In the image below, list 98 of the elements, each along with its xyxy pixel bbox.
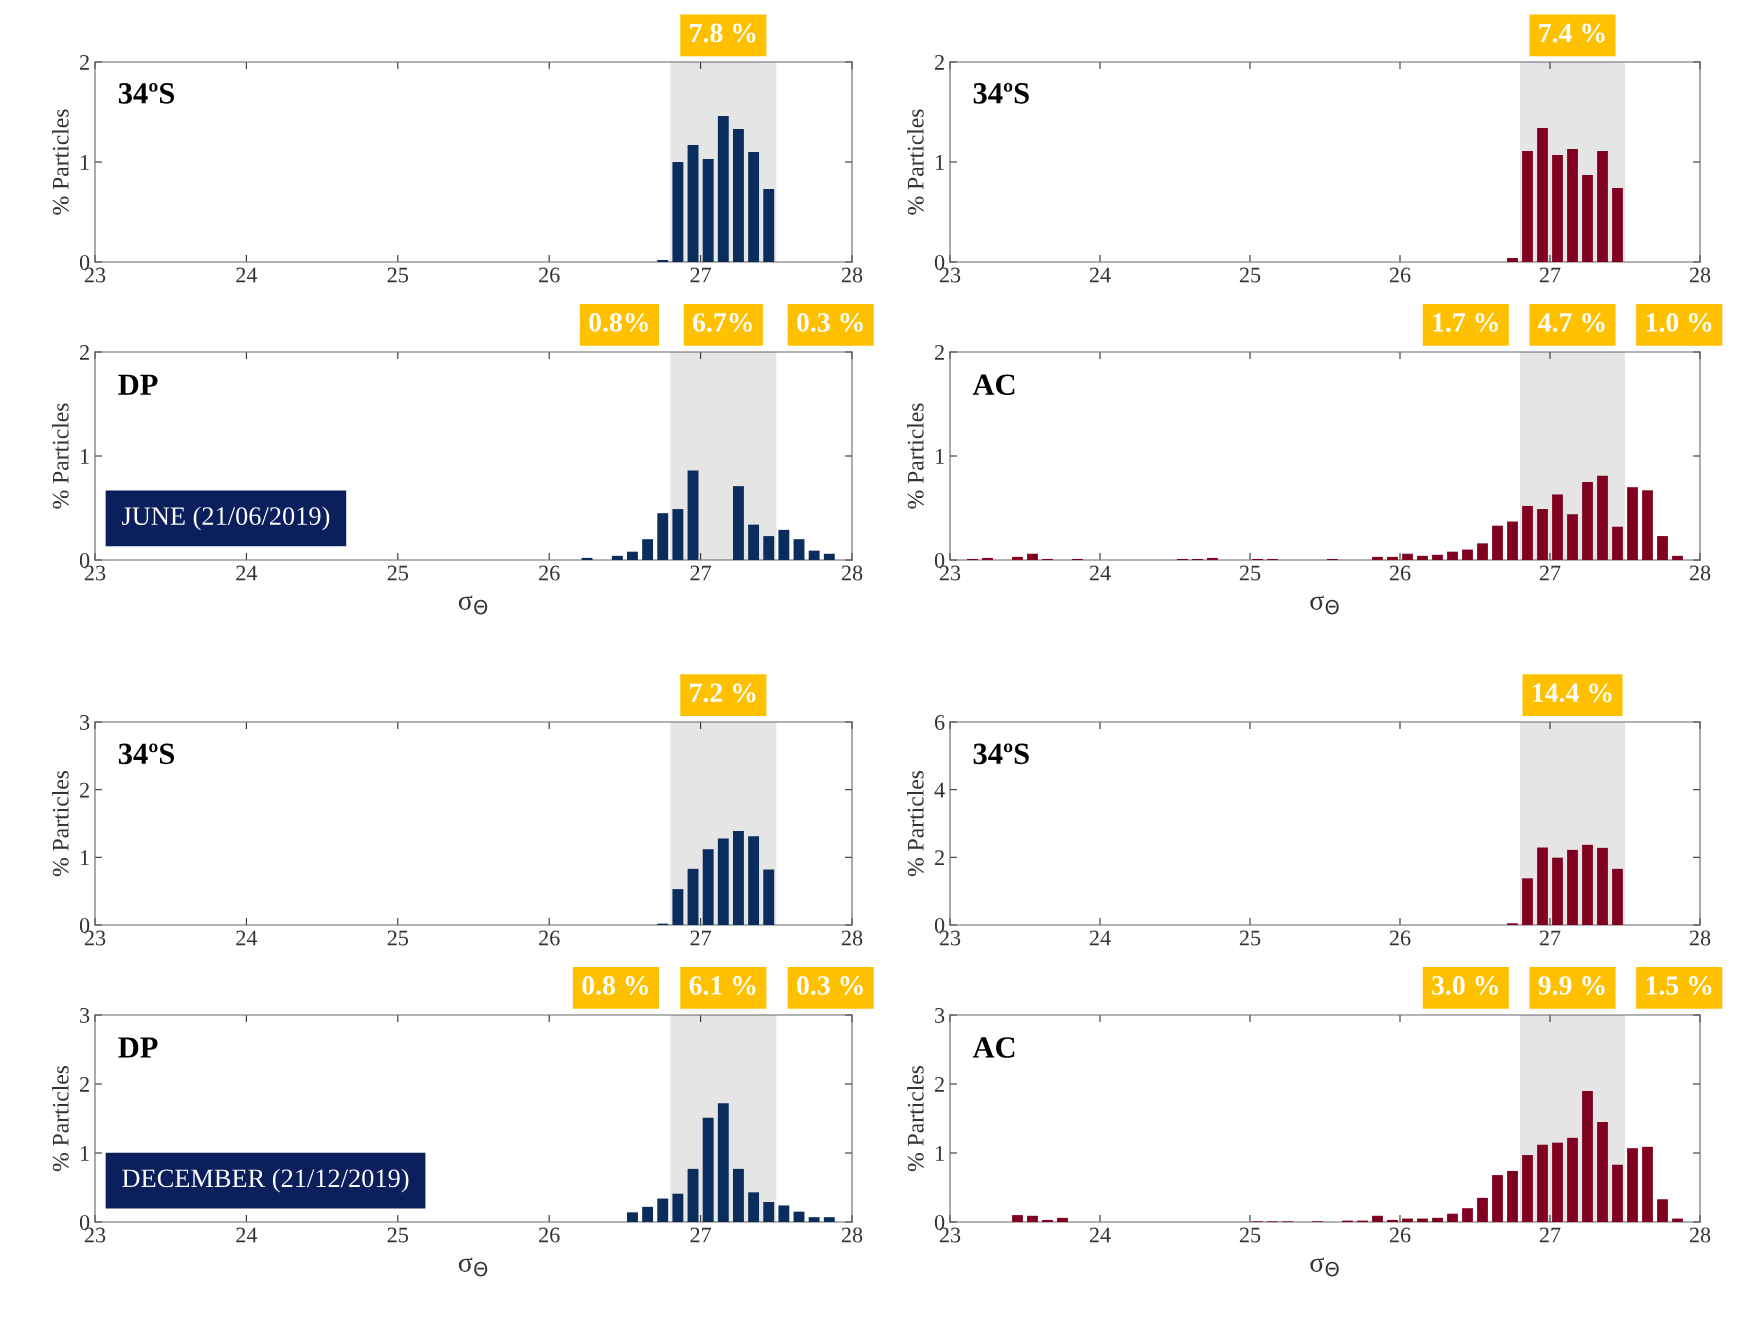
- band-label: 9.9 %: [1538, 976, 1605, 995]
- text: 0.3 %: [797, 976, 863, 995]
- x-tick-label: 28: [1689, 565, 1711, 581]
- x-tick-label: 25: [1239, 565, 1261, 581]
- x-tick-label: 24: [236, 1227, 258, 1243]
- y-tick-label: 4: [934, 782, 945, 798]
- band-label: 4.7 %: [1538, 313, 1605, 332]
- y-axis-title: % Particles: [907, 1065, 924, 1172]
- x-axis-title: σ$_{Θ}$: [1310, 1257, 1339, 1277]
- x-tick-label: 27: [1539, 565, 1561, 581]
- y-tick-label: 1: [80, 155, 89, 170]
- y-tick-label: 2: [80, 782, 89, 798]
- x-tick-label: 25: [1239, 1227, 1261, 1243]
- band-label: 6.7%: [693, 313, 752, 332]
- x-tick-label: 25: [1239, 930, 1261, 946]
- band-label: 7.4 %: [1539, 23, 1605, 43]
- y-tick-label: 3: [80, 714, 90, 730]
- x-tick-label: 28: [1689, 267, 1711, 283]
- y-tick-label: 2: [935, 850, 944, 866]
- text: 34ºS: [973, 83, 1029, 104]
- y-tick-label: 1: [80, 449, 89, 464]
- x-tick-label: 26: [539, 267, 560, 283]
- band-label: 14.4 %: [1533, 683, 1612, 703]
- y-axis-title: % Particles: [52, 109, 69, 215]
- y-tick-label: 6: [934, 714, 945, 730]
- text: 34ºS: [118, 83, 175, 104]
- y-axis-title: % Particles: [52, 1065, 69, 1172]
- text: 0.8%: [589, 313, 649, 332]
- x-axis-title: σ$_{Θ}$: [458, 595, 488, 615]
- x-tick-label: 27: [1539, 930, 1561, 946]
- y-tick-label: 1: [935, 449, 944, 464]
- x-tick-label: 28: [841, 565, 863, 581]
- x-tick-label: 27: [690, 565, 712, 581]
- x-tick-label: 27: [690, 1227, 712, 1243]
- x-tick-label: 28: [841, 930, 863, 946]
- y-axis-title: % Particles: [52, 770, 69, 877]
- text: DP: [118, 1037, 158, 1058]
- x-tick-label: 24: [1089, 930, 1111, 946]
- x-axis-title: σ$_{Θ}$: [1310, 595, 1339, 615]
- y-tick-label: 2: [80, 54, 89, 70]
- x-tick-label: 25: [387, 267, 409, 283]
- band-label: 7.2 %: [690, 683, 756, 703]
- text: AC: [972, 1037, 1015, 1058]
- y-axis-title: % Particles: [52, 403, 69, 509]
- x-tick-label: 26: [1389, 565, 1411, 581]
- y-tick-label: 1: [935, 155, 944, 170]
- band-label: 7.8 %: [690, 23, 756, 43]
- x-tick-label: 26: [539, 565, 560, 581]
- y-tick-label: 2: [935, 54, 944, 70]
- x-tick-label: 28: [1689, 930, 1711, 946]
- text: DECEMBER (21/12/2019): [122, 1168, 409, 1193]
- y-axis-title: % Particles: [907, 770, 924, 877]
- y-tick-label: 1: [935, 1146, 944, 1161]
- y-tick-label: 3: [935, 1007, 945, 1023]
- text: 1.5 %: [1646, 976, 1712, 995]
- text: 1.0 %: [1646, 313, 1712, 332]
- text: 3.0 %: [1432, 976, 1498, 995]
- text: AC: [972, 374, 1015, 396]
- text: 34ºS: [973, 743, 1029, 765]
- x-tick-label: 26: [539, 1227, 560, 1243]
- x-tick-label: 25: [387, 930, 409, 946]
- x-tick-label: 25: [1239, 267, 1261, 283]
- y-tick-label: 1: [80, 1146, 89, 1161]
- x-tick-label: 26: [1389, 1227, 1411, 1243]
- x-tick-label: 25: [387, 565, 409, 581]
- x-tick-label: 28: [841, 267, 863, 283]
- text: 1.7 %: [1433, 313, 1498, 332]
- x-tick-label: 26: [1389, 930, 1411, 946]
- x-tick-label: 24: [1089, 565, 1111, 581]
- text: 34ºS: [118, 743, 175, 765]
- x-tick-label: 24: [236, 930, 258, 946]
- x-tick-label: 24: [236, 267, 258, 283]
- x-tick-label: 28: [841, 1227, 863, 1243]
- y-tick-label: 1: [80, 850, 89, 866]
- x-tick-label: 26: [539, 930, 560, 946]
- x-tick-label: 28: [1689, 1227, 1711, 1243]
- band-label: 6.1 %: [689, 976, 756, 995]
- y-tick-label: 2: [80, 344, 89, 360]
- y-tick-label: 2: [935, 1076, 944, 1092]
- x-tick-label: 27: [690, 930, 712, 946]
- x-tick-label: 24: [1089, 267, 1111, 283]
- text: 0.8 %: [582, 976, 649, 995]
- y-tick-label: 2: [935, 344, 944, 360]
- y-tick-label: 2: [80, 1076, 89, 1092]
- y-axis-title: % Particles: [907, 109, 924, 215]
- text: 0.3 %: [797, 313, 863, 332]
- x-tick-label: 27: [690, 267, 712, 283]
- x-tick-label: 25: [387, 1227, 409, 1243]
- x-tick-label: 26: [1389, 267, 1411, 283]
- x-tick-label: 24: [236, 565, 258, 581]
- text: DP: [118, 374, 158, 395]
- x-tick-label: 27: [1539, 267, 1561, 283]
- text: JUNE (21/06/2019): [122, 506, 330, 531]
- x-axis-title: σ$_{Θ}$: [458, 1257, 488, 1277]
- y-axis-title: % Particles: [907, 403, 924, 509]
- x-tick-label: 24: [1089, 1227, 1111, 1243]
- y-tick-label: 3: [80, 1007, 90, 1023]
- x-tick-label: 27: [1539, 1227, 1561, 1243]
